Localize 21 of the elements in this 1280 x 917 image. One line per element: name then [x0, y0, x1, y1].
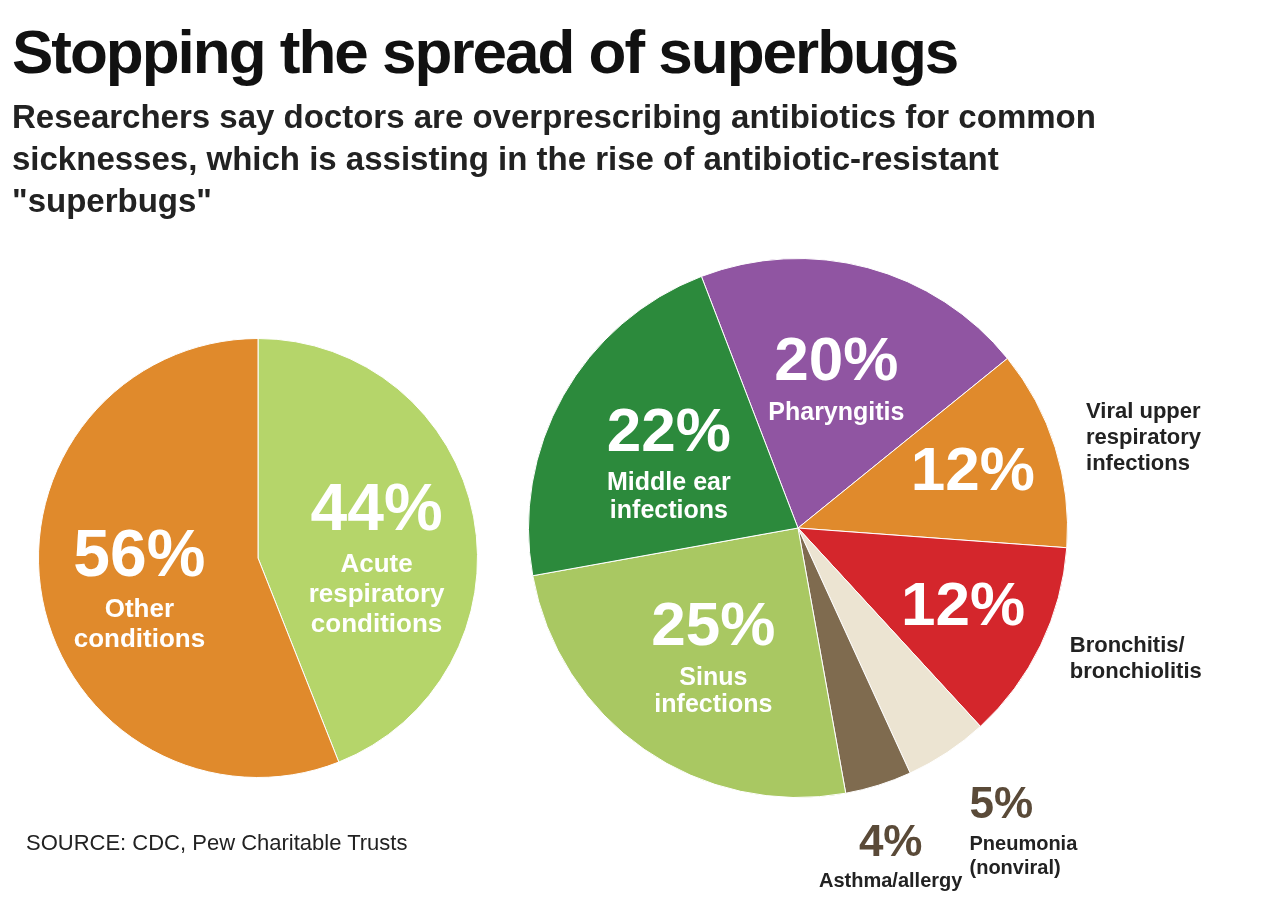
- slice-label: Pharyngitis: [768, 396, 905, 425]
- data-label: 25%: [651, 589, 776, 659]
- data-label: 12%: [910, 434, 1035, 504]
- data-label: 4%: [858, 815, 923, 865]
- slice-label: Other conditions: [73, 593, 206, 654]
- data-label: 44%: [310, 470, 443, 545]
- data-label: 12%: [900, 568, 1026, 638]
- slice-label: Pneumonia (nonviral): [969, 831, 1079, 878]
- slice-label: Acute respiratory conditions: [308, 548, 446, 638]
- data-label: 22%: [606, 394, 731, 464]
- chart-title: Stopping the spread of superbugs: [12, 16, 958, 87]
- slice-label: Sinus infections: [654, 661, 773, 718]
- slice-label: Viral upper respiratory infections: [1086, 397, 1202, 475]
- slice-label: Middle ear infections: [607, 467, 731, 523]
- data-label: 5%: [969, 778, 1034, 828]
- slice-label: Bronchitis/ bronchiolitis: [1069, 632, 1202, 684]
- slice-label: Asthma/allergy: [818, 869, 964, 892]
- data-label: 56%: [73, 515, 206, 590]
- data-label: 20%: [774, 324, 899, 394]
- source-note: SOURCE: CDC, Pew Charitable Trusts: [26, 830, 408, 856]
- text: Researchers say doctors are overprescribing antibiotics for common sicknesses, which is assisting in the rise of antibiotic-resistant "superbugs": [12, 97, 1097, 221]
